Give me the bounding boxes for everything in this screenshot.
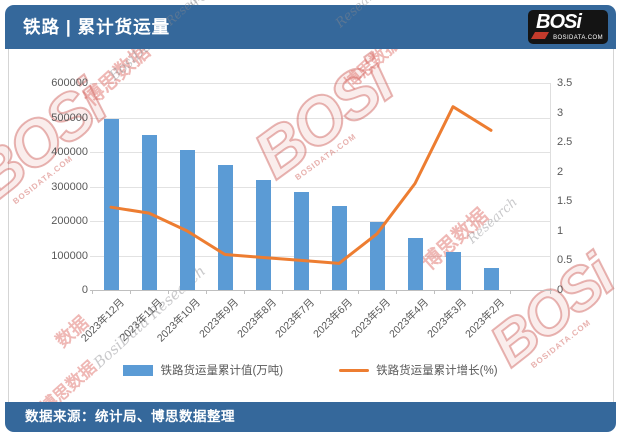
plot-gridline bbox=[90, 221, 550, 222]
right-axis-tick-label: 2 bbox=[557, 165, 564, 178]
bar bbox=[141, 134, 157, 290]
plot-gridline bbox=[90, 117, 550, 119]
x-axis-tick bbox=[320, 290, 321, 294]
data-source-note: 数据来源：统计局、博思数据整理 bbox=[25, 409, 235, 424]
x-axis-tick bbox=[130, 290, 131, 294]
page-title: 铁路 | 累计货运量 bbox=[23, 17, 171, 37]
chart-legend: 铁路货运量累计值(万吨) 铁路货运量累计增长(%) bbox=[0, 360, 621, 380]
x-axis-tick bbox=[472, 290, 473, 294]
chart-card-body bbox=[8, 49, 614, 402]
bar bbox=[369, 221, 385, 290]
report-header: 铁路 | 累计货运量 BOSi BOSIDATA.COM bbox=[5, 5, 616, 49]
x-axis-tick bbox=[396, 290, 397, 294]
right-axis-tick-label: 3 bbox=[557, 106, 564, 119]
bosi-logo-text: BOSi bbox=[536, 11, 582, 33]
left-axis-tick-label: 0 bbox=[81, 284, 88, 296]
legend-item-line-series: 铁路货运量累计增长(%) bbox=[339, 362, 498, 378]
bosi-logo-domain: BOSIDATA.COM bbox=[553, 35, 603, 41]
bar bbox=[293, 192, 309, 290]
x-axis-tick bbox=[282, 290, 283, 294]
bar bbox=[407, 238, 423, 290]
x-axis-tick bbox=[434, 290, 435, 294]
x-axis-tick bbox=[168, 290, 169, 294]
bar bbox=[217, 164, 233, 290]
report-footer: 数据来源：统计局、博思数据整理 bbox=[5, 402, 616, 432]
left-axis-tick-label: 100000 bbox=[51, 249, 88, 262]
bar bbox=[103, 119, 119, 290]
bar-swatch-icon bbox=[123, 364, 154, 376]
right-axis-tick-label: 2.5 bbox=[557, 136, 573, 149]
bosi-logo-stripe-icon bbox=[530, 32, 550, 39]
legend-item-bar-series: 铁路货运量累计值(万吨) bbox=[123, 362, 283, 378]
x-axis-tick bbox=[206, 290, 207, 294]
legend-label: 铁路货运量累计值(万吨) bbox=[160, 365, 284, 377]
left-axis-tick-label: 400000 bbox=[51, 146, 88, 158]
right-axis-tick-label: 0 bbox=[557, 284, 564, 296]
right-axis-tick-label: 1.5 bbox=[557, 195, 573, 208]
legend-label: 铁路货运量累计增长(%) bbox=[376, 365, 498, 377]
bar bbox=[483, 267, 499, 290]
bar bbox=[179, 149, 195, 290]
x-axis-tick bbox=[244, 290, 245, 294]
x-axis-tick bbox=[510, 290, 511, 294]
x-axis-tick bbox=[92, 290, 93, 294]
bar bbox=[331, 206, 347, 290]
right-axis-tick-label: 0.5 bbox=[557, 254, 573, 267]
plot-gridline bbox=[90, 186, 550, 188]
left-axis-tick-label: 600000 bbox=[51, 77, 88, 89]
x-axis-tick bbox=[358, 290, 359, 294]
bar bbox=[445, 251, 461, 290]
line-swatch-icon bbox=[339, 368, 370, 372]
right-axis-tick-label: 3.5 bbox=[557, 77, 573, 89]
x-axis-line bbox=[90, 290, 552, 291]
bar bbox=[255, 179, 271, 290]
right-axis-line bbox=[550, 83, 551, 290]
plot-gridline bbox=[90, 255, 550, 257]
left-axis-tick-label: 300000 bbox=[51, 180, 88, 193]
left-axis-tick-label: 500000 bbox=[51, 111, 88, 124]
left-axis-tick-label: 200000 bbox=[51, 215, 88, 227]
x-axis-tick bbox=[550, 290, 551, 294]
plot-gridline bbox=[90, 83, 550, 84]
plot-gridline bbox=[90, 152, 550, 153]
bosi-logo: BOSi BOSIDATA.COM bbox=[528, 10, 608, 44]
right-axis-tick-label: 1 bbox=[557, 224, 564, 237]
